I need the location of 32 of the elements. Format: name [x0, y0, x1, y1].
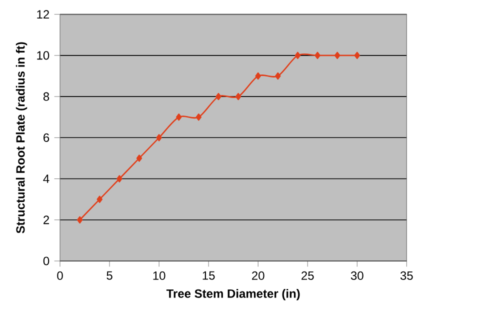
x-tick-label: 10: [153, 271, 166, 280]
point: [156, 134, 162, 142]
point: [354, 52, 360, 60]
point: [196, 114, 202, 121]
x-tick-label: 5: [106, 271, 112, 280]
y-tick-label: 6: [44, 133, 50, 142]
point: [334, 52, 340, 60]
y-tick-label: 10: [37, 51, 50, 60]
point: [255, 72, 261, 80]
point: [176, 114, 182, 121]
y-tick-label: 0: [43, 256, 50, 266]
point: [235, 92, 242, 100]
x-axis-title: Tree Stem Diameter (in): [166, 289, 300, 300]
point: [294, 52, 301, 60]
point: [314, 52, 320, 60]
y-tick-label: 8: [43, 92, 50, 101]
x-tick-label: 25: [302, 271, 314, 280]
y-tick-label: 4: [43, 174, 50, 183]
y-axis-title: Structural Root Plate (radius in ft): [16, 42, 28, 234]
x-tick-label: 15: [202, 271, 215, 280]
x-tick-label: 20: [252, 271, 264, 280]
x-tick-label: 35: [400, 271, 413, 280]
y-tick-label: 2: [44, 216, 49, 224]
point: [275, 72, 281, 80]
x-tick-label: 30: [350, 271, 364, 280]
point: [96, 196, 102, 203]
point: [216, 92, 222, 100]
point: [76, 216, 83, 224]
point: [116, 175, 122, 182]
y-tick-label: 12: [37, 10, 49, 19]
x-tick-label: 0: [57, 271, 63, 280]
point: [136, 154, 142, 162]
